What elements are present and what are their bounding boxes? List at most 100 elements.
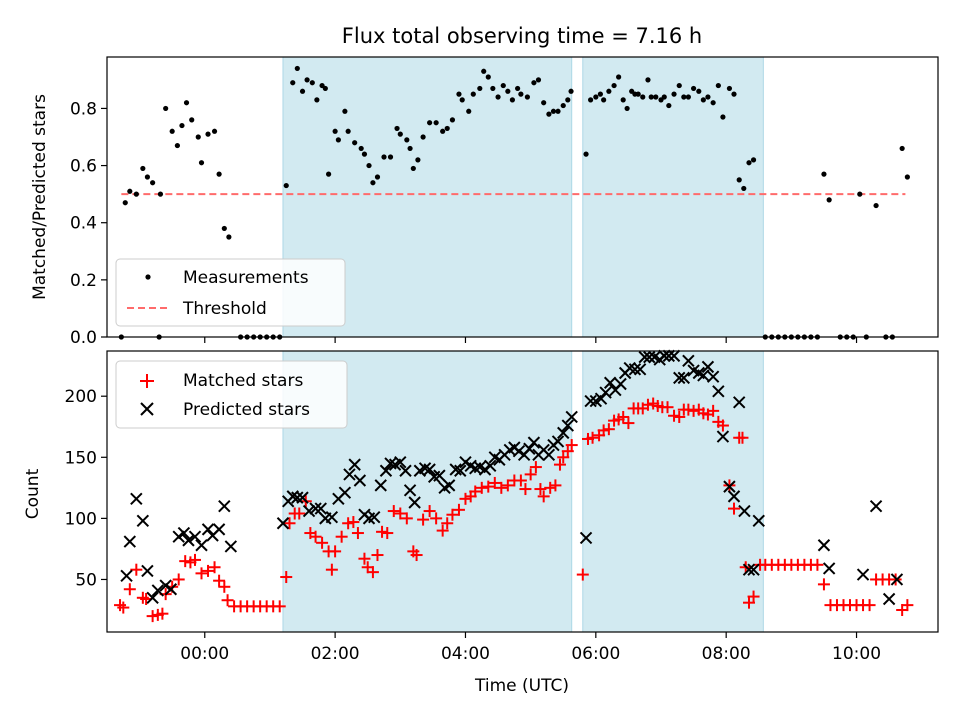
matched-point (707, 404, 720, 417)
predicted-point (201, 523, 215, 536)
predicted-point (164, 583, 178, 596)
measurement-point (189, 117, 195, 123)
predicted-point (368, 510, 381, 524)
predicted-point (433, 469, 446, 482)
measurement-point (381, 154, 387, 160)
predicted-point (442, 479, 456, 492)
shaded-intervals (282, 350, 764, 633)
measurement-point (122, 200, 128, 206)
measurement-point (205, 131, 211, 137)
measurement-point (314, 97, 320, 103)
measurement-point (420, 134, 426, 140)
ratio-axes-frame (106, 56, 939, 338)
predicted-point (882, 592, 896, 606)
matched-point (195, 567, 208, 580)
predicted-point (449, 463, 462, 476)
measurement-point (374, 174, 381, 180)
predicted-point (742, 563, 756, 576)
predicted-point (276, 517, 290, 530)
measurement-point (611, 82, 617, 89)
ratio-legend: Measurements Threshold (115, 258, 346, 327)
matched-point (544, 481, 557, 494)
measurement-point (332, 128, 338, 134)
predicted-point (584, 394, 597, 408)
matched-point (475, 481, 488, 494)
measurement-point (299, 88, 306, 94)
measurement-point (653, 94, 659, 100)
measurement-point (826, 197, 832, 203)
matched-point (514, 474, 527, 487)
matched-point (742, 596, 755, 609)
count-x-ticks: 00:00 02:00 04:00 06:00 08:00 10:00 (180, 632, 881, 664)
measurement-point (531, 80, 537, 86)
measurement-point (394, 125, 400, 132)
predicted-point (218, 499, 231, 513)
count-x-axis-label: Time (UTC) (474, 676, 569, 696)
matched-point (329, 545, 342, 558)
measurement-point (140, 165, 146, 172)
measurement-point (211, 128, 218, 134)
measurement-point (546, 111, 552, 117)
matched-point (553, 458, 566, 471)
measurement-point (661, 94, 667, 100)
predicted-point (224, 540, 238, 553)
measurement-point (366, 162, 372, 169)
measurement-point (635, 91, 641, 97)
measurement-point (550, 108, 557, 114)
measurement-point (470, 91, 476, 97)
matched-point (901, 599, 914, 612)
measurement-point (509, 97, 515, 103)
measurement-point (174, 142, 180, 149)
predicted-point (643, 350, 656, 364)
matched-point (687, 404, 700, 417)
matched-point (441, 517, 454, 530)
measurement-point (226, 234, 232, 240)
measurement-point (696, 88, 702, 94)
predicted-point (677, 371, 691, 385)
predicted-point (177, 526, 191, 540)
matched-point (811, 558, 824, 571)
matched-point (358, 552, 371, 565)
predicted-point (667, 349, 681, 363)
shaded-interval-2 (582, 56, 764, 338)
measurement-point (690, 85, 697, 92)
measurement-point (568, 88, 574, 94)
matched-point (156, 607, 169, 620)
matched-point (459, 492, 472, 505)
count-axes-frame (106, 350, 939, 633)
predicted-point (727, 490, 741, 503)
measurement-point (183, 100, 190, 106)
measurement-point (294, 65, 300, 72)
measurement-point (750, 157, 757, 163)
measurement-point (731, 91, 737, 97)
measurement-point (873, 202, 879, 209)
measurement-point (583, 151, 589, 157)
measurement-point (410, 165, 416, 172)
measurement-point (326, 171, 332, 177)
count-y-tick-label: 200 (65, 387, 97, 407)
count-y-tick-label: 50 (75, 570, 97, 590)
measurement-point (342, 108, 348, 114)
measurement-point (361, 151, 368, 157)
matched-point (488, 476, 501, 489)
matched-point (325, 563, 338, 576)
ratio-y-tick-label: 0.8 (70, 99, 97, 119)
matched-point (727, 502, 740, 515)
legend-matched-marker (140, 374, 154, 388)
matched-point (586, 431, 599, 444)
predicted-point (614, 377, 627, 391)
matched-point (417, 513, 430, 526)
measurement-point (144, 174, 151, 180)
matched-point (146, 610, 159, 623)
measurement-point (221, 225, 227, 232)
matched-point (501, 479, 514, 492)
ratio-y-tick-label: 0.0 (70, 328, 97, 348)
count-legend-box (115, 360, 348, 429)
matched-point (335, 530, 348, 543)
measurement-point (444, 125, 450, 132)
measurement-point (705, 94, 711, 100)
predicted-point (394, 455, 407, 469)
measurement-point (290, 80, 296, 86)
predicted-point (738, 504, 751, 518)
predicted-point (706, 370, 720, 383)
